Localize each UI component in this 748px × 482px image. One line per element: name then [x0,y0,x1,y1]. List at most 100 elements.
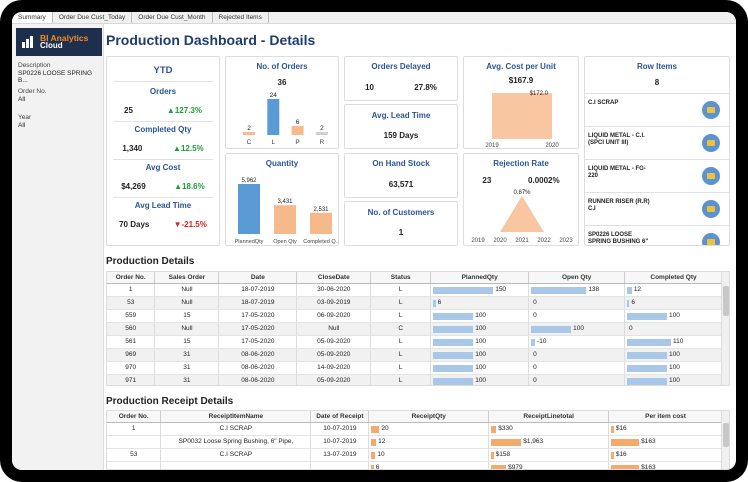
table-cell: 561 [107,335,156,349]
column-header[interactable]: ReceiptItemName [160,411,312,423]
column-header[interactable]: Sales Order [154,272,220,284]
cell-bar [627,351,668,359]
bar-PlannedQty [238,184,260,234]
table-row[interactable]: 53 Null 18-07-2019 03-09-2019 L 6 0 6 [107,296,723,310]
cell-value: 100 [475,376,487,384]
table-row[interactable]: 53 C.I SCRAP 13-07-2019 10 $158 $16 [107,448,723,462]
table-cell [310,461,370,469]
table-cell: 0 [624,322,723,336]
table-row[interactable]: 561 15 17-05-2020 05-09-2020 L 100 -10 110 [107,335,723,349]
cell-value: 12 [633,285,642,293]
table-row[interactable]: 559 15 17-05-2020 06-09-2020 L 100 0 100 [107,309,723,323]
scrollbar-thumb[interactable] [723,423,729,447]
ytd-title: YTD [153,65,173,76]
cell-bar [491,451,494,459]
column-header[interactable]: ReceiptLinetotal [488,411,610,423]
production-scrollbar[interactable] [721,272,729,385]
column-header[interactable]: Per item cost [608,411,723,423]
filter-order-no-select[interactable]: All [18,96,26,103]
cell-bar [611,425,614,433]
row-item[interactable]: RUNNER RISER (R.R) C.I [585,192,729,225]
table-cell: 15 [154,309,220,323]
row-item-name: SP0226 LOOSE SPRING BUSHING 6" PIPE [588,232,649,245]
cell-value: 100 [475,337,487,345]
production-details-title: Production Details [106,256,195,267]
tab-rejected-items[interactable]: Rejected Items [213,12,269,23]
filter-sidebar: BI Analytics Cloud Description SP0226 LO… [12,24,104,470]
cell-bar [611,438,640,446]
cell-bar [531,338,536,346]
tick-label: 2020 [493,238,507,244]
column-header[interactable]: Status [370,272,432,284]
table-cell: 110 [624,335,723,349]
cell-value: 20 [381,424,389,432]
ytd-orders-value: 25 [124,106,133,115]
table-cell: 17-05-2020 [218,322,298,336]
table-row[interactable]: 969 31 08-06-2020 05-09-2020 L 100 0 100 [107,348,723,362]
tick-label: 2022 [537,238,551,244]
filter-year-select[interactable]: All [18,122,26,129]
orders-bar-chart: 2 C 24 L 6 P 2 R [243,92,328,146]
row-item[interactable]: SP0226 LOOSE SPRING BUSHING 6" PIPE [585,225,729,245]
table-cell: 100 [430,335,530,349]
cell-value: 100 [475,311,487,319]
row-item[interactable]: LIQUID METAL - C.I. (SPCI UNIT III) [585,126,729,159]
table-cell [107,435,162,449]
orders-delayed-card: Orders Delayed 10 27.8% [344,56,458,101]
cell-value: 100 [475,363,487,371]
column-header[interactable]: PlannedQty [430,272,530,284]
table-cell: 0 [528,309,626,323]
row-items-card: Row Items 8 C.I SCRAP LIQUID METAL - C.I.… [584,56,730,246]
row-item[interactable]: LIQUID METAL - FG-220 [585,159,729,192]
scrollbar-thumb[interactable] [723,286,729,316]
table-cell: 30-06-2020 [296,283,372,297]
table-cell: 0 [528,348,626,362]
table-cell: $16 [608,422,723,436]
cell-value: 0 [533,363,537,371]
num-orders-card: No. of Orders 36 2 C 24 L 6 P 2 R [225,56,339,149]
rejection-count: 23 [482,176,492,185]
table-row[interactable]: 971 31 08-06-2020 05-09-2020 L 100 0 100 [107,374,723,385]
table-cell: 100 [624,348,723,362]
filter-description-select[interactable]: SP0226 LOOSE SPRING B... [18,70,93,84]
tab-order-due-month[interactable]: Order Due Cust_Month [132,12,213,23]
table-row[interactable]: 1 Null 18-07-2019 30-06-2020 L 150 138 12 [107,283,723,297]
table-cell: L [370,374,432,385]
receipt-scrollbar[interactable] [721,411,729,469]
table-row[interactable]: SP0032 Loose Spring Bushing, 6" Pipe, 10-… [107,435,723,449]
column-header[interactable]: Completed Qty [624,272,723,284]
table-cell: C.I SCRAP [160,422,312,436]
table-row[interactable]: 1 C.I SCRAP 10-07-2019 20 $330 $16 [107,422,723,436]
tick-label-R: R [320,139,325,146]
cell-value: 138 [588,285,600,293]
column-header[interactable]: Date of Receipt [310,411,370,423]
worker-icon [702,134,720,152]
tick-label: 2020 [545,143,559,149]
table-cell: L [370,348,432,362]
column-header[interactable]: ReceiptQty [368,411,490,423]
worker-icon [702,167,720,185]
table-row[interactable]: 6 $979 $163 [107,461,723,469]
cell-bar [531,325,572,333]
tick-label-C: C [247,139,252,146]
on-hand-value: 63,571 [388,180,414,189]
column-header[interactable]: Open Qty [528,272,626,284]
data-label: 2,531 [313,207,329,213]
table-cell: 13-07-2019 [310,448,370,462]
column-header[interactable]: Order No. [107,272,156,284]
data-label: $172.0 [530,91,549,97]
table-row[interactable]: 970 31 08-06-2020 14-09-2020 L 100 0 100 [107,361,723,375]
production-details-table: Order No. Sales Order Date CloseDate Status P… [107,272,723,385]
tab-order-due-today[interactable]: Order Due Cust_Today [53,12,133,23]
data-label-C: 2 [247,125,251,132]
tab-summary[interactable]: Summary [12,12,53,23]
column-header[interactable]: Date [218,272,298,284]
bar-chart-icon [22,36,36,48]
column-header[interactable]: CloseDate [296,272,372,284]
table-cell: $1,963 [488,435,610,449]
table-cell: 100 [624,309,723,323]
row-item[interactable]: C.I SCRAP [585,93,729,126]
bar-P [291,126,304,135]
column-header[interactable]: Order No. [107,411,162,423]
table-row[interactable]: 560 Null 17-05-2020 Null C 100 100 0 [107,322,723,336]
